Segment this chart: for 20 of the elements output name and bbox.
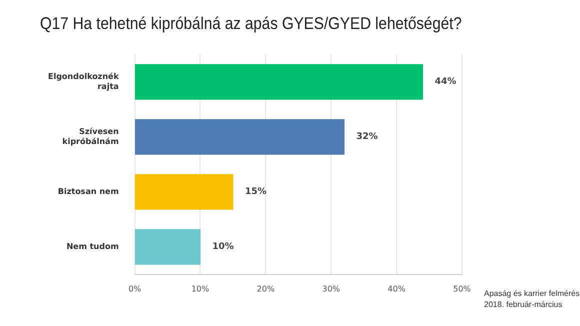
data-label: 10% xyxy=(212,242,234,252)
y-tick-label: Nem tudom xyxy=(66,242,119,251)
y-tick-label: Elgondolkoznék rajta xyxy=(48,72,120,91)
x-tick-label: 50% xyxy=(453,284,472,294)
x-tick-label: 20% xyxy=(256,284,275,294)
x-tick-label: 10% xyxy=(191,284,210,294)
x-tick-label: 40% xyxy=(388,284,406,294)
bar xyxy=(134,119,345,155)
x-tick-label: 30% xyxy=(322,284,340,294)
data-label: 15% xyxy=(244,187,266,198)
bar xyxy=(134,64,424,100)
data-label: 44% xyxy=(434,77,456,88)
chart-title: Q17 Ha tehetné kipróbálná az apás GYES/GYED lehetőségét? xyxy=(40,14,462,34)
data-label: 32% xyxy=(356,132,378,142)
x-tick-label: 0% xyxy=(128,284,142,294)
text: Apaság és karrier felmérés 2018. február-március xyxy=(484,288,580,310)
bar xyxy=(134,174,234,210)
y-tick-label: Biztosan nem xyxy=(58,186,119,196)
y-tick-label: Szívesen kipróbálnám xyxy=(62,127,120,146)
bar xyxy=(134,229,201,265)
